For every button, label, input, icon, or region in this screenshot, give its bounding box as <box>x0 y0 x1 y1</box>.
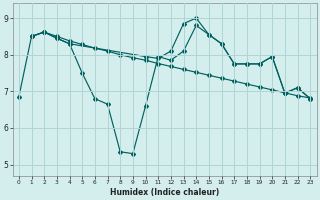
X-axis label: Humidex (Indice chaleur): Humidex (Indice chaleur) <box>110 188 219 197</box>
